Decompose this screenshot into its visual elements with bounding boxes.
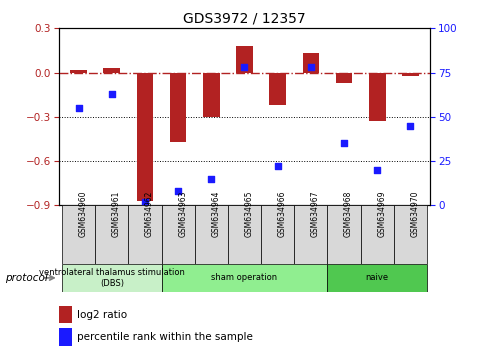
Point [273,164,281,169]
Text: GSM634963: GSM634963 [178,191,187,237]
Text: log2 ratio: log2 ratio [77,310,127,320]
Text: sham operation: sham operation [211,273,277,282]
Bar [95,205,128,264]
Point [406,123,413,129]
Bar [161,264,327,292]
Bar [136,73,153,201]
Bar [335,73,352,83]
Text: GSM634969: GSM634969 [376,191,386,237]
Text: GSM634968: GSM634968 [344,191,352,237]
Text: GSM634962: GSM634962 [144,191,154,237]
Text: percentile rank within the sample: percentile rank within the sample [77,332,253,342]
Bar [236,46,252,73]
Bar [393,205,426,264]
Text: GSM634966: GSM634966 [277,191,286,237]
Bar [327,264,426,292]
Bar [62,205,95,264]
Bar [59,328,72,346]
Point [75,105,82,111]
Text: protocol: protocol [5,273,47,283]
Bar [169,73,186,142]
Text: ventrolateral thalamus stimulation
(DBS): ventrolateral thalamus stimulation (DBS) [39,268,184,287]
Bar [59,306,72,323]
Text: GSM634967: GSM634967 [310,191,319,237]
Point [141,199,148,205]
Text: GSM634970: GSM634970 [409,191,419,237]
Point [306,64,314,70]
Point [207,176,215,182]
Bar [327,205,360,264]
Bar [194,205,227,264]
Bar [294,205,327,264]
Text: naive: naive [365,273,388,282]
Bar [62,264,161,292]
Point [240,64,248,70]
Bar [261,205,294,264]
Bar [227,205,261,264]
Title: GDS3972 / 12357: GDS3972 / 12357 [183,12,305,26]
Point [340,141,347,146]
Point [108,91,116,97]
Bar [128,205,161,264]
Bar [302,53,319,73]
Bar [103,68,120,73]
Point [174,188,182,194]
Bar [203,73,219,117]
Bar [368,73,385,121]
Bar [161,205,194,264]
Bar [360,205,393,264]
Text: GSM634964: GSM634964 [211,191,220,237]
Point [372,167,380,173]
Bar [70,70,87,73]
Text: GSM634961: GSM634961 [112,191,121,237]
Bar [401,73,418,75]
Bar [269,73,285,105]
Text: GSM634960: GSM634960 [79,191,87,237]
Text: GSM634965: GSM634965 [244,191,253,237]
